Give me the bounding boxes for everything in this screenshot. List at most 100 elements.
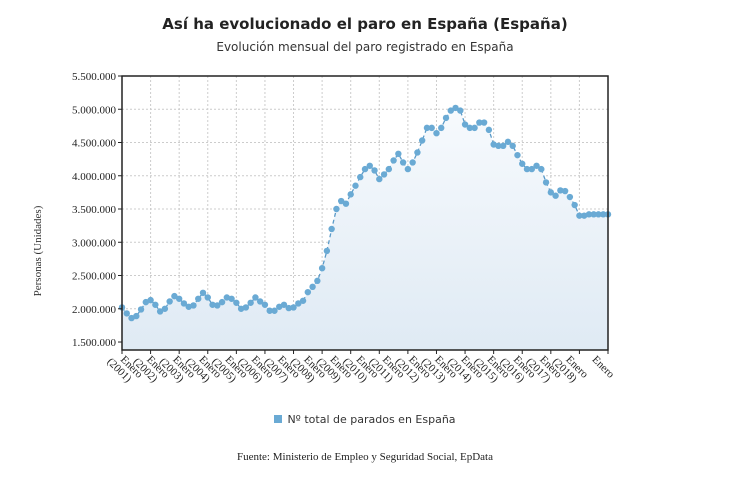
data-point (156, 308, 164, 315)
y-tick-label: 5.500.000 (72, 71, 117, 83)
data-point (323, 247, 331, 255)
data-point (314, 277, 321, 285)
data-point (266, 307, 273, 314)
data-point (452, 104, 459, 112)
data-point (590, 211, 597, 218)
x-tick-month: Enero (589, 354, 616, 381)
data-point (561, 187, 569, 195)
data-point (528, 165, 535, 173)
data-point (318, 264, 326, 272)
data-point (542, 179, 550, 186)
data-point (123, 310, 130, 317)
data-point (376, 175, 383, 183)
data-point (504, 138, 512, 146)
data-point (485, 126, 493, 134)
data-point (566, 193, 574, 201)
data-point (600, 211, 607, 218)
y-tick-label: 2.000.000 (72, 304, 117, 316)
data-point (271, 307, 278, 314)
data-point (418, 137, 426, 144)
data-point (380, 171, 388, 178)
data-point (409, 159, 416, 166)
data-point (133, 312, 140, 320)
data-point (180, 300, 188, 307)
plot-frame (121, 75, 609, 351)
data-point (390, 157, 397, 164)
data-point (357, 173, 364, 181)
data-point (442, 114, 450, 122)
data-point (252, 294, 259, 301)
data-point (247, 299, 254, 306)
data-point (509, 142, 516, 150)
data-point (147, 296, 154, 304)
chart-title: Así ha evolucionado el paro en España (E… (162, 15, 568, 33)
y-tick-label: 4.500.000 (72, 138, 117, 150)
data-point (309, 283, 316, 291)
data-point (328, 225, 335, 233)
data-point (304, 288, 312, 296)
legend-label: Nº total de parados en España (287, 413, 456, 426)
data-point (466, 124, 474, 132)
data-point (438, 124, 445, 132)
data-point (342, 200, 350, 207)
x-tick-label: Enero (589, 354, 616, 381)
data-point (137, 306, 145, 313)
data-point (228, 295, 235, 302)
data-point (476, 119, 483, 126)
data-point (447, 107, 454, 114)
data-point (585, 211, 593, 218)
data-point (347, 191, 354, 198)
data-point (480, 119, 488, 126)
data-point (552, 192, 559, 199)
data-point (233, 299, 240, 306)
data-point (523, 165, 531, 173)
data-point (290, 304, 297, 311)
data-point (533, 162, 540, 169)
data-point (557, 187, 564, 194)
y-tick-label: 4.000.000 (72, 171, 117, 183)
data-point (433, 129, 440, 137)
data-point (495, 142, 502, 150)
data-point (404, 165, 412, 173)
data-point (261, 301, 269, 308)
data-point (538, 165, 545, 173)
data-point (471, 124, 478, 132)
legend-swatch (274, 415, 283, 423)
legend[interactable]: Nº total de parados en España (0, 413, 730, 426)
data-point (519, 160, 526, 167)
series-area (122, 107, 609, 351)
y-tick-label: 2.500.000 (72, 271, 117, 283)
data-point (395, 150, 402, 158)
data-point (514, 151, 521, 159)
data-point (361, 165, 369, 173)
data-point (576, 212, 583, 219)
data-point (399, 159, 407, 166)
data-point (256, 298, 264, 305)
data-point (280, 301, 288, 308)
data-point (457, 107, 464, 114)
data-point (209, 301, 216, 308)
data-point (423, 124, 431, 132)
data-point (152, 301, 159, 308)
data-point (190, 302, 197, 309)
data-point (166, 298, 173, 305)
data-point (199, 289, 207, 297)
data-point (333, 205, 340, 213)
data-point (461, 121, 469, 128)
y-tick-label: 3.500.000 (72, 204, 117, 216)
data-point (195, 295, 202, 302)
chart-subtitle: Evolución mensual del paro registrado en… (216, 40, 514, 54)
data-point (385, 165, 393, 173)
data-point (547, 189, 555, 196)
data-point (204, 294, 211, 301)
data-point (571, 201, 578, 209)
y-tick-label: 5.000.000 (72, 104, 117, 116)
data-point (171, 292, 178, 300)
y-tick-label: 1.500.000 (72, 337, 117, 349)
data-point (214, 302, 221, 309)
data-point (299, 297, 307, 304)
data-point (371, 167, 378, 174)
data-point (595, 211, 602, 218)
data-point (352, 182, 359, 189)
